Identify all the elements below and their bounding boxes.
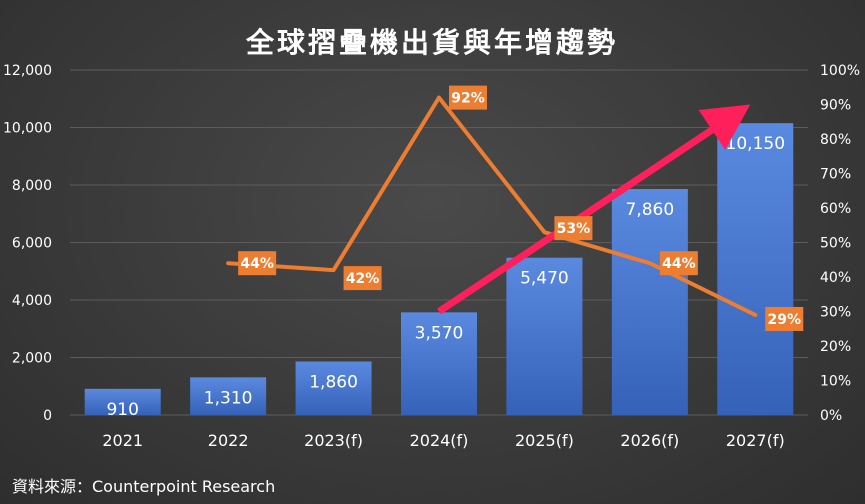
growth-label: 53%: [557, 221, 591, 237]
x-tick-label: 2025(f): [515, 431, 574, 450]
right-tick-label: 70%: [820, 167, 851, 183]
growth-label-box: [554, 216, 593, 241]
growth-label-box: [238, 251, 277, 276]
growth-label: 92%: [451, 91, 485, 107]
growth-label-box: [343, 266, 382, 291]
right-axis-ticks: 0% 10% 20% 30% 40% 50% 60% 70% 80% 90% 100%: [820, 63, 860, 424]
right-tick-label: 40%: [820, 270, 851, 286]
x-tick-label: 2026(f): [620, 431, 679, 450]
right-tick-label: 90%: [820, 98, 851, 114]
x-tick-label: 2024(f): [410, 431, 469, 450]
left-axis-ticks: 0 2,000 4,000 6,000 8,000 10,000 12,000: [3, 63, 52, 424]
left-tick-label: 2,000: [12, 351, 52, 367]
x-tick-label: 2022: [208, 431, 249, 450]
growth-label-box: [659, 251, 698, 276]
growth-label: 44%: [662, 256, 696, 272]
trend-arrow: [437, 104, 751, 315]
right-tick-label: 80%: [820, 132, 851, 148]
bar: [84, 388, 161, 415]
right-tick-label: 100%: [820, 63, 860, 79]
bar: [190, 377, 267, 415]
bar: [401, 312, 477, 415]
left-tick-label: 4,000: [12, 293, 52, 309]
right-tick-label: 20%: [820, 339, 851, 355]
left-tick-label: 12,000: [3, 63, 52, 79]
right-tick-label: 0%: [820, 408, 842, 424]
bar-value-label: 5,470: [520, 269, 569, 289]
bar-series: 910 1,310 1,860 3,570 5,470 7,860 10,150: [84, 123, 794, 420]
right-tick-label: 60%: [820, 201, 851, 217]
x-axis-ticks: 2021 2022 2023(f) 2024(f) 2025(f) 2026(f) 2027…: [102, 431, 784, 450]
gridlines: [70, 69, 808, 416]
bar: [717, 123, 794, 415]
bar-value-label: 1,310: [204, 388, 253, 408]
growth-label: 42%: [346, 271, 380, 287]
left-tick-label: 8,000: [12, 178, 52, 194]
growth-label: 44%: [240, 256, 274, 272]
right-tick-label: 30%: [820, 305, 851, 321]
x-tick-label: 2021: [102, 431, 143, 450]
left-tick-label: 10,000: [3, 121, 52, 137]
bar-value-label: 3,570: [415, 323, 464, 343]
x-tick-label: 2027(f): [726, 431, 785, 450]
growth-label: 29%: [768, 312, 802, 328]
right-tick-label: 10%: [820, 374, 851, 390]
bar: [611, 189, 688, 415]
bar: [506, 257, 583, 415]
trend-arrow-head: [698, 104, 751, 150]
source-note: 資料來源：Counterpoint Research: [12, 477, 276, 496]
bar: [295, 361, 372, 415]
bar-value-label: 1,860: [309, 373, 358, 393]
growth-labels: 44% 42% 92% 53% 44% 29%: [238, 85, 804, 331]
bar-value-label: 910: [106, 400, 138, 420]
left-tick-label: 0: [43, 408, 52, 424]
x-tick-label: 2023(f): [304, 431, 363, 450]
bar-value-label: 7,860: [626, 200, 675, 220]
chart-title: 全球摺疊機出貨與年增趨勢: [245, 26, 618, 59]
left-tick-label: 6,000: [12, 236, 52, 252]
growth-label-box: [449, 85, 487, 110]
right-tick-label: 50%: [820, 236, 851, 252]
bar-value-label: 10,150: [726, 134, 785, 154]
growth-label-box: [765, 306, 804, 331]
